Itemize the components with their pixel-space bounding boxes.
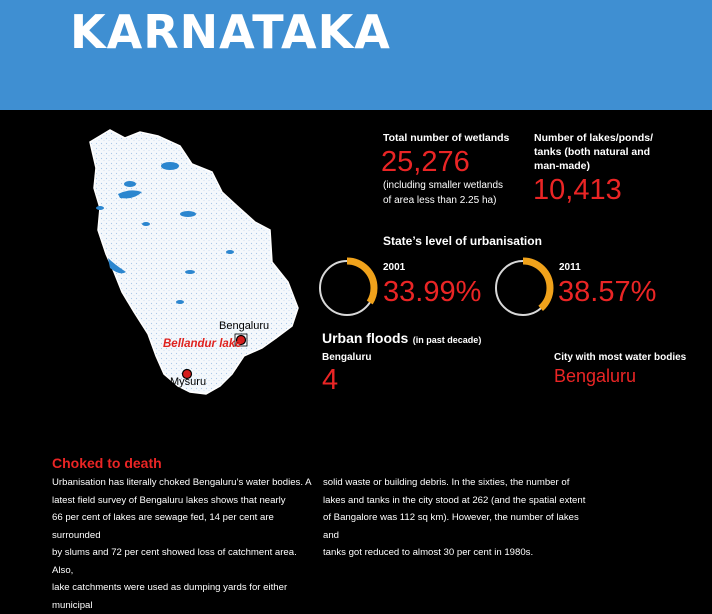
map-label-mysuru: Mysuru — [170, 376, 207, 388]
wetlands-value: 25,276 — [381, 146, 470, 178]
water-body — [161, 162, 179, 170]
page-title: KARNATAKA — [70, 5, 391, 59]
mysuru-marker — [181, 368, 193, 380]
karnataka-map: Bengaluru Bellandur lake Mysuru — [30, 112, 330, 412]
article-line: by slums and 72 per cent showed loss of … — [52, 547, 297, 576]
water-body — [185, 270, 195, 274]
floods-subtitle: (in past decade) — [412, 335, 482, 345]
water-body — [124, 181, 136, 187]
floods-value: 4 — [322, 364, 339, 396]
article-line: Urbanisation has literally choked Bengal… — [52, 477, 312, 488]
state-outline — [89, 129, 299, 395]
floods-heading: Urban floods (in past decade) — [322, 330, 481, 348]
article-column-2: solid waste or building debris. In the s… — [323, 474, 593, 562]
article-line: lakes and tanks in the city stood at 262… — [323, 494, 586, 506]
header-banner: KARNATAKA — [0, 0, 712, 110]
water-bodies-value: Bengaluru — [554, 366, 637, 386]
lakes-value: 10,413 — [533, 174, 622, 206]
urbanisation-title: State’s level of urbanisation — [383, 234, 542, 248]
article-column-1: Urbanisation has literally choked Bengal… — [52, 474, 314, 614]
article-title: Choked to death — [52, 455, 162, 471]
urbanisation-year-2001: 2001 — [383, 262, 406, 273]
urbanisation-ring-2011 — [492, 257, 554, 319]
water-body — [142, 222, 150, 226]
lakes-label-2: tanks (both natural and — [534, 146, 651, 158]
water-body — [226, 250, 234, 254]
map-label-bellandur: Bellandur lake — [163, 338, 242, 350]
lakes-label-3: man-made) — [534, 160, 591, 172]
urbanisation-year-2011: 2011 — [559, 262, 581, 273]
urbanisation-value-2001: 33.99% — [383, 276, 482, 308]
ring-fill — [492, 257, 554, 319]
water-bodies-label: City with most water bodies — [554, 352, 687, 363]
water-body — [118, 190, 142, 199]
map-shape — [89, 129, 299, 395]
wetlands-note-1: (including smaller wetlands — [383, 180, 504, 191]
urbanisation-ring-2001 — [316, 257, 378, 319]
urbanisation-value-2011: 38.57% — [558, 276, 657, 308]
water-body — [96, 206, 104, 210]
floods-city-label: Bengaluru — [322, 352, 372, 363]
article-line: lake catchments were used as dumping yar… — [52, 582, 288, 611]
bengaluru-marker — [235, 334, 247, 346]
map-label-bengaluru: Bengaluru — [219, 320, 270, 332]
lakes-label-1: Number of lakes/ponds/ — [534, 132, 654, 144]
article-line: 66 per cent of lakes are sewage fed, 14 … — [52, 512, 274, 541]
bellandur-marker-box — [234, 333, 248, 347]
article-line: tanks got reduced to almost 30 per cent … — [323, 547, 534, 558]
water-body — [176, 300, 184, 304]
water-body — [180, 211, 196, 217]
ring-fill — [316, 257, 378, 319]
article-line: latest field survey of Bengaluru lakes s… — [52, 494, 286, 506]
article-line: of Bangalore was 112 sq km). However, th… — [323, 512, 579, 541]
floods-title: Urban floods — [322, 330, 409, 346]
article-line: solid waste or building debris. In the s… — [323, 477, 570, 488]
wetlands-note-2: of area less than 2.25 ha) — [383, 195, 497, 206]
water-body — [108, 258, 126, 274]
wetlands-label: Total number of wetlands — [383, 132, 510, 144]
